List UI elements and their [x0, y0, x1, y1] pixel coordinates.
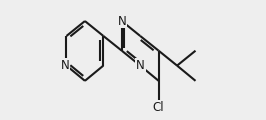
Text: N: N: [60, 59, 69, 72]
Text: Cl: Cl: [153, 101, 164, 114]
Text: N: N: [117, 15, 126, 28]
Text: N: N: [136, 59, 145, 72]
